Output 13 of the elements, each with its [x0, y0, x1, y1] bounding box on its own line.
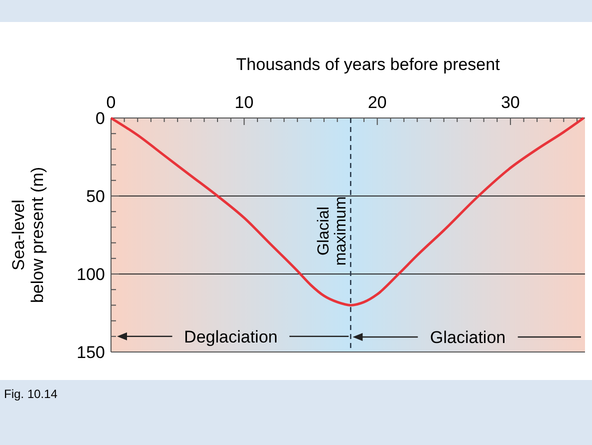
- x-tick-label: 20: [368, 93, 387, 112]
- annotation: Deglaciation: [184, 327, 278, 346]
- y-tick-label: 50: [86, 187, 105, 206]
- y-tick-label: 0: [96, 109, 105, 128]
- caption: Fig. 10.14: [4, 387, 58, 401]
- y-tick-label: 100: [76, 265, 105, 284]
- x-axis-title: Thousands of years before present: [236, 55, 500, 74]
- y-axis-title: Sea-level below present (m): [9, 166, 47, 304]
- x-tick-label: 10: [234, 93, 254, 112]
- ref-line-label: Glacial maximum: [316, 196, 350, 266]
- annotation: Glaciation: [430, 328, 506, 347]
- x-tick-label: 30: [500, 93, 520, 112]
- y-tick-label: 150: [76, 343, 105, 362]
